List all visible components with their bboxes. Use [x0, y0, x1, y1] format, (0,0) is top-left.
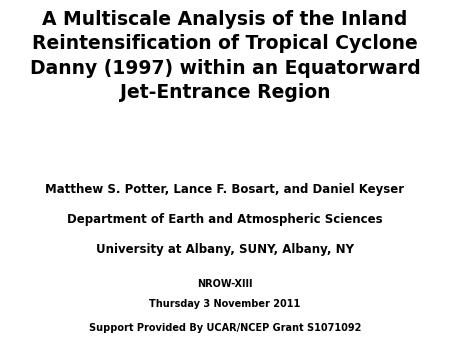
Text: A Multiscale Analysis of the Inland
Reintensification of Tropical Cyclone
Danny : A Multiscale Analysis of the Inland Rein… — [30, 10, 420, 102]
Text: NROW-XIII: NROW-XIII — [197, 279, 253, 289]
Text: Thursday 3 November 2011: Thursday 3 November 2011 — [149, 299, 301, 309]
Text: Support Provided By UCAR/NCEP Grant S1071092: Support Provided By UCAR/NCEP Grant S107… — [89, 323, 361, 333]
Text: Matthew S. Potter, Lance F. Bosart, and Daniel Keyser: Matthew S. Potter, Lance F. Bosart, and … — [45, 183, 405, 195]
Text: Department of Earth and Atmospheric Sciences: Department of Earth and Atmospheric Scie… — [67, 213, 383, 226]
Text: University at Albany, SUNY, Albany, NY: University at Albany, SUNY, Albany, NY — [96, 243, 354, 256]
